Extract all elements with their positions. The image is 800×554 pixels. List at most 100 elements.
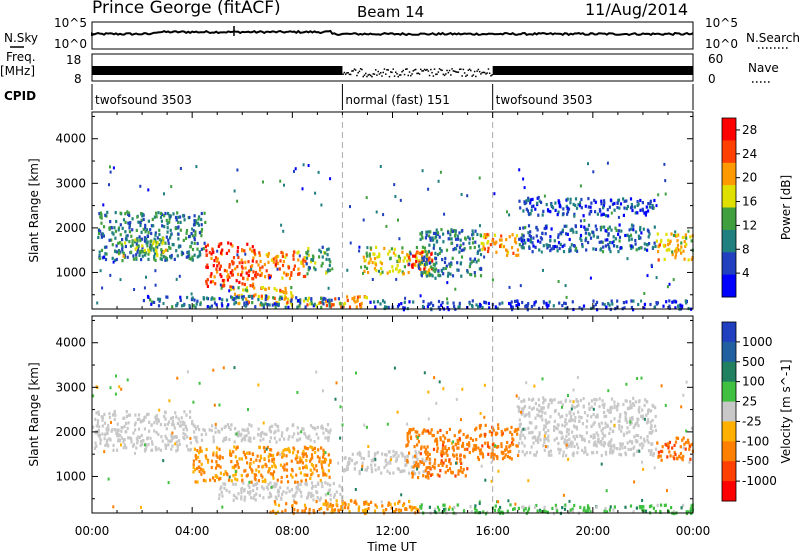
rti-cell xyxy=(450,237,453,241)
freq-dot xyxy=(482,71,485,74)
rti-cell xyxy=(262,464,265,468)
rti-cell xyxy=(688,510,691,514)
rti-cell xyxy=(302,264,305,268)
rti-cell xyxy=(603,414,606,419)
rti-cell xyxy=(115,431,118,435)
rti-cell xyxy=(407,270,410,275)
rti-cell xyxy=(217,464,220,468)
rti-cell xyxy=(628,238,631,242)
rti-cell xyxy=(550,203,553,207)
rti-cell xyxy=(482,242,485,246)
rti-cell xyxy=(128,230,131,234)
rti-cell xyxy=(575,230,578,234)
rti-cell xyxy=(597,433,600,437)
rti-cell xyxy=(673,443,676,447)
rti-cell xyxy=(280,223,283,227)
rti-cell xyxy=(221,304,224,308)
rti-cell xyxy=(214,256,218,260)
rti-cell xyxy=(565,224,568,228)
rti-cell xyxy=(626,204,629,208)
y-tick-label: 3000 xyxy=(55,176,86,190)
rti-cell xyxy=(671,446,674,450)
rti-cell xyxy=(453,234,457,238)
rti-cell xyxy=(323,472,326,476)
rti-cell xyxy=(562,450,565,454)
rti-cell xyxy=(410,508,413,512)
rti-cell xyxy=(647,209,650,213)
rti-cell xyxy=(668,299,671,303)
rti-cell xyxy=(221,494,224,498)
rti-cell xyxy=(551,399,554,403)
rti-cell xyxy=(186,295,189,300)
rti-cell xyxy=(153,421,156,425)
rti-cell xyxy=(402,308,405,312)
rti-cell xyxy=(504,453,507,457)
rti-cell xyxy=(279,452,282,456)
rti-cell xyxy=(130,250,133,254)
rti-cell xyxy=(456,457,459,461)
rti-cell xyxy=(100,221,103,225)
rti-cell xyxy=(311,446,314,450)
rti-cell xyxy=(370,467,373,471)
rti-cell xyxy=(687,510,690,514)
rti-cell xyxy=(634,400,637,404)
rti-cell xyxy=(200,230,203,234)
rti-cell xyxy=(227,425,231,429)
rti-cell xyxy=(126,210,129,214)
rti-cell xyxy=(648,205,651,209)
rti-cell xyxy=(577,446,580,450)
rti-cell xyxy=(571,507,574,511)
rti-cell xyxy=(615,228,618,232)
rti-cell xyxy=(528,405,531,409)
rti-cell xyxy=(660,503,663,507)
rti-cell xyxy=(283,183,285,187)
rti-cell xyxy=(275,440,278,444)
rti-cell xyxy=(304,259,307,264)
freq-dot xyxy=(416,72,418,75)
rti-cell xyxy=(339,302,342,306)
rti-cell xyxy=(458,250,461,254)
rti-cell xyxy=(541,213,544,217)
rti-cell xyxy=(105,440,108,444)
rti-cell xyxy=(135,253,138,257)
rti-cell xyxy=(147,219,150,223)
rti-cell xyxy=(157,304,161,308)
rti-cell xyxy=(254,482,257,486)
rti-cell xyxy=(319,478,322,483)
beam-label: Beam 14 xyxy=(357,3,424,21)
cpid-label: CPID xyxy=(4,89,36,103)
rti-cell xyxy=(248,465,252,469)
rti-cell xyxy=(325,428,328,432)
rti-cell xyxy=(608,431,611,435)
rti-cell xyxy=(244,304,247,308)
rti-cell xyxy=(103,421,107,425)
rti-cell xyxy=(549,449,552,453)
rti-cell xyxy=(589,510,592,514)
y-tick-label: 4000 xyxy=(55,132,86,146)
rti-cell xyxy=(384,305,387,309)
rti-cell xyxy=(146,412,149,417)
rti-cell xyxy=(205,296,208,300)
rti-cell xyxy=(271,459,274,463)
rti-cell xyxy=(689,507,692,511)
rti-cell xyxy=(587,205,590,209)
rti-cell xyxy=(252,483,255,487)
rti-cell xyxy=(522,209,525,213)
rti-cell xyxy=(166,222,169,226)
rti-cell xyxy=(666,285,669,289)
rti-cell xyxy=(393,366,396,370)
freq-dot xyxy=(470,69,472,72)
colorbar-tick-label: -1000 xyxy=(742,474,777,488)
rti-cell xyxy=(143,415,146,420)
rti-cell xyxy=(522,505,525,509)
rti-cell xyxy=(668,440,671,444)
rti-cell xyxy=(526,209,530,213)
rti-cell xyxy=(618,447,621,451)
rti-cell xyxy=(586,509,589,514)
rti-cell xyxy=(520,400,523,404)
rti-cell xyxy=(556,213,559,217)
rti-cell xyxy=(318,498,321,502)
colorbar-tick-label: -500 xyxy=(742,454,769,468)
rti-cell xyxy=(204,432,208,436)
rti-cell xyxy=(219,273,222,277)
